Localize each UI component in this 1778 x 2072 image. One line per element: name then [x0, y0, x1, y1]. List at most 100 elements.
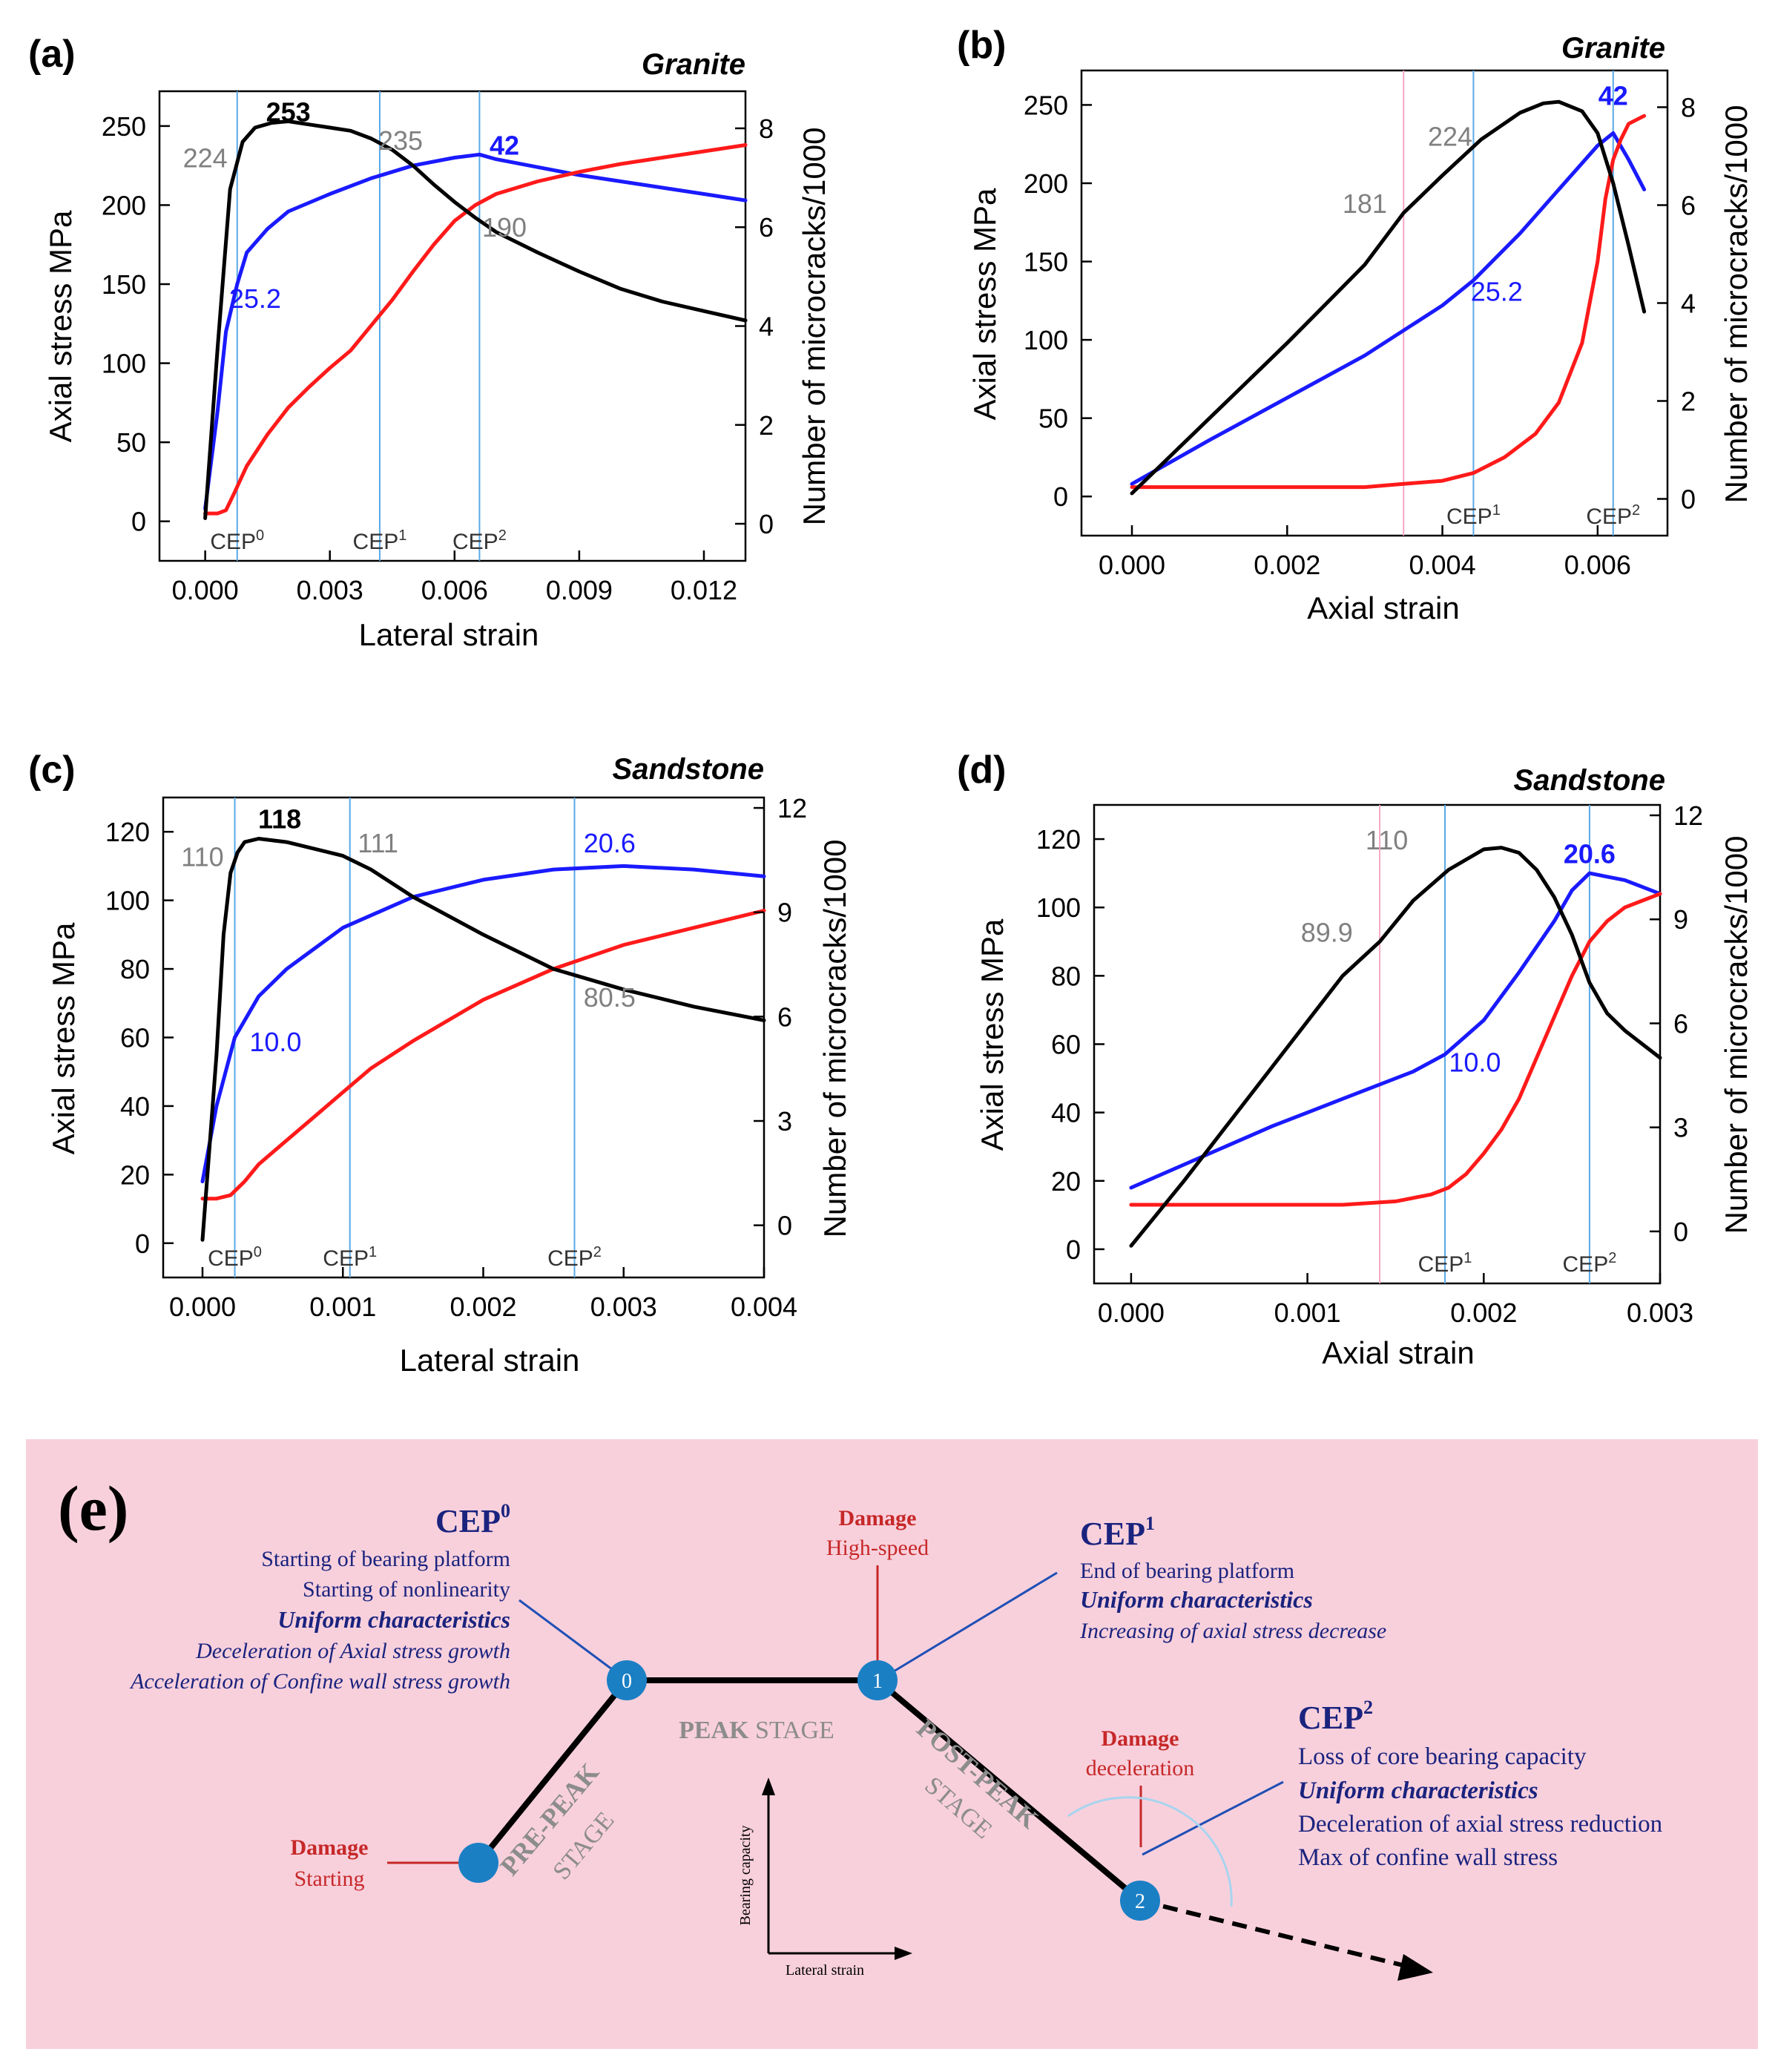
data-annotation: 224 [1428, 121, 1472, 151]
series-lines [1129, 846, 1662, 1248]
cep0-title: CEP0 [435, 1500, 510, 1539]
x-axis-label: Lateral strain [400, 1343, 580, 1378]
y-tick-label: 200 [102, 190, 146, 220]
peak-stage-label-b: STAGE [749, 1717, 834, 1744]
x-tick-label: 0.002 [1450, 1298, 1517, 1328]
cep-label: CEP2 [547, 1244, 602, 1271]
cep-label-sup: 2 [1632, 502, 1640, 519]
y-axis-ticks: 0 20 40 60 80 100 120 [1036, 824, 1104, 1265]
y2-tick-label: 3 [1673, 1113, 1688, 1143]
cep1-line-1: End of bearing platform [1080, 1559, 1294, 1583]
cep-label: CEP0 [208, 1244, 262, 1271]
y2-tick-label: 2 [759, 410, 774, 441]
x-tick-label: 0.002 [1254, 550, 1320, 580]
cep0-connector [518, 1599, 628, 1682]
damage-start-title: Damage [291, 1835, 369, 1860]
angle-arc [1067, 1796, 1233, 1907]
cep-label-sup: 1 [1463, 1250, 1472, 1266]
y-axis-ticks: 0 50 100 150 200 250 [102, 111, 170, 537]
series-line [203, 119, 748, 520]
y2-axis-label: Number of microcracks/1000 [797, 128, 832, 526]
cep1-uniform: Uniform characteristics [1080, 1586, 1313, 1613]
y2-tick-label: 6 [1681, 191, 1696, 221]
x-tick-label: 0.003 [297, 575, 363, 605]
y-tick-label: 0 [1053, 481, 1068, 512]
cep-label-sup: 1 [369, 1244, 377, 1260]
cep-label-base: CEP [323, 1246, 369, 1271]
series-line [203, 143, 748, 516]
y-tick-label: 100 [105, 886, 150, 916]
series-line [1130, 99, 1647, 496]
series-lines [203, 119, 748, 520]
cep2-uniform: Uniform characteristics [1298, 1777, 1538, 1804]
panel-label: (b) [957, 24, 1006, 67]
plot-frame [1080, 69, 1669, 537]
y-tick-label: 100 [1024, 325, 1068, 355]
cep-label-base: CEP [1446, 504, 1492, 529]
panel-label: (d) [957, 749, 1006, 792]
x-axis-label: Axial strain [1307, 591, 1459, 625]
cep-label-base: CEP [353, 530, 399, 554]
data-annotation: 42 [1598, 80, 1628, 111]
cep0-italic-2: Acceleration of Confine wall stress grow… [129, 1669, 510, 1694]
y-tick-label: 20 [1051, 1166, 1081, 1197]
y2-tick-label: 0 [759, 509, 774, 539]
node-2: 2 [1120, 1881, 1160, 1921]
series-line [1129, 892, 1662, 1207]
damage-high-sub: High-speed [826, 1536, 929, 1560]
damage-decel-title: Damage [1102, 1726, 1179, 1751]
x-axis-ticks: 0.000 0.001 0.002 0.003 0.004 [169, 1267, 797, 1322]
y-axis-ticks: 0 20 40 60 80 100 120 [105, 817, 174, 1259]
series-lines [1130, 99, 1647, 496]
y2-tick-label: 9 [1673, 904, 1688, 935]
annotations: 224 253 235 42 25.2 190 [183, 96, 527, 313]
cep2-line-1: Loss of core bearing capacity [1298, 1743, 1587, 1770]
data-annotation: 111 [358, 828, 398, 858]
chart-title: Granite [642, 48, 745, 81]
cep-label: CEP1 [323, 1244, 377, 1271]
x-tick-label: 0.000 [1098, 1298, 1165, 1328]
y-tick-label: 0 [135, 1229, 150, 1259]
inset-axes: Bearing capacity Lateral strain [737, 1777, 912, 1979]
cep-label: CEP1 [1446, 502, 1501, 529]
damage-start-sub: Starting [294, 1867, 365, 1891]
x-tick-label: 0.012 [671, 575, 737, 605]
cep-label: CEP2 [452, 527, 507, 554]
cep1-block: CEP1 End of bearing platform Uniform cha… [1079, 1513, 1386, 1643]
x-tick-label: 0.002 [450, 1292, 516, 1322]
y2-axis-ticks: 0 2 4 6 8 [1657, 93, 1696, 515]
y2-tick-label: 0 [1681, 484, 1696, 515]
cep-label: CEP0 [210, 527, 264, 554]
y2-tick-label: 2 [1681, 387, 1696, 417]
series-line [1130, 131, 1647, 486]
y2-tick-label: 6 [759, 212, 774, 243]
cep-label: CEP1 [1418, 1250, 1472, 1277]
y-tick-label: 50 [116, 427, 146, 458]
series-lines [200, 837, 766, 1242]
y-tick-label: 80 [120, 954, 150, 984]
y2-tick-label: 6 [777, 1002, 792, 1032]
y2-tick-label: 6 [1673, 1008, 1688, 1039]
peak-stage-label: PEAK STAGE [679, 1717, 834, 1744]
y-tick-label: 0 [1066, 1234, 1081, 1265]
y2-tick-label: 8 [1681, 93, 1696, 123]
y-tick-label: 100 [102, 349, 146, 379]
x-axis-label: Lateral strain [359, 617, 539, 652]
cep1-title-text: CEP [1080, 1516, 1145, 1552]
y-axis-label: Axial stress MPa [967, 188, 1002, 420]
inset-ylabel: Bearing capacity [737, 1826, 754, 1926]
x-tick-label: 0.000 [1099, 550, 1165, 580]
series-line [203, 152, 748, 511]
cep-label-sup: 2 [1608, 1250, 1616, 1266]
series-line [200, 837, 766, 1242]
diagram-panel-e: (e) CEP0 Starting of bearing platform St… [26, 1439, 1758, 2049]
cep1-connector [878, 1571, 1058, 1682]
cep-label-sup: 1 [1492, 502, 1501, 519]
cep1-sup: 1 [1145, 1513, 1155, 1534]
cep-label-base: CEP [452, 530, 498, 554]
cep-label-base: CEP [210, 530, 256, 554]
damage-start-node [458, 1843, 498, 1883]
data-annotation: 10.0 [1449, 1047, 1501, 1077]
data-annotation: 224 [183, 142, 228, 173]
